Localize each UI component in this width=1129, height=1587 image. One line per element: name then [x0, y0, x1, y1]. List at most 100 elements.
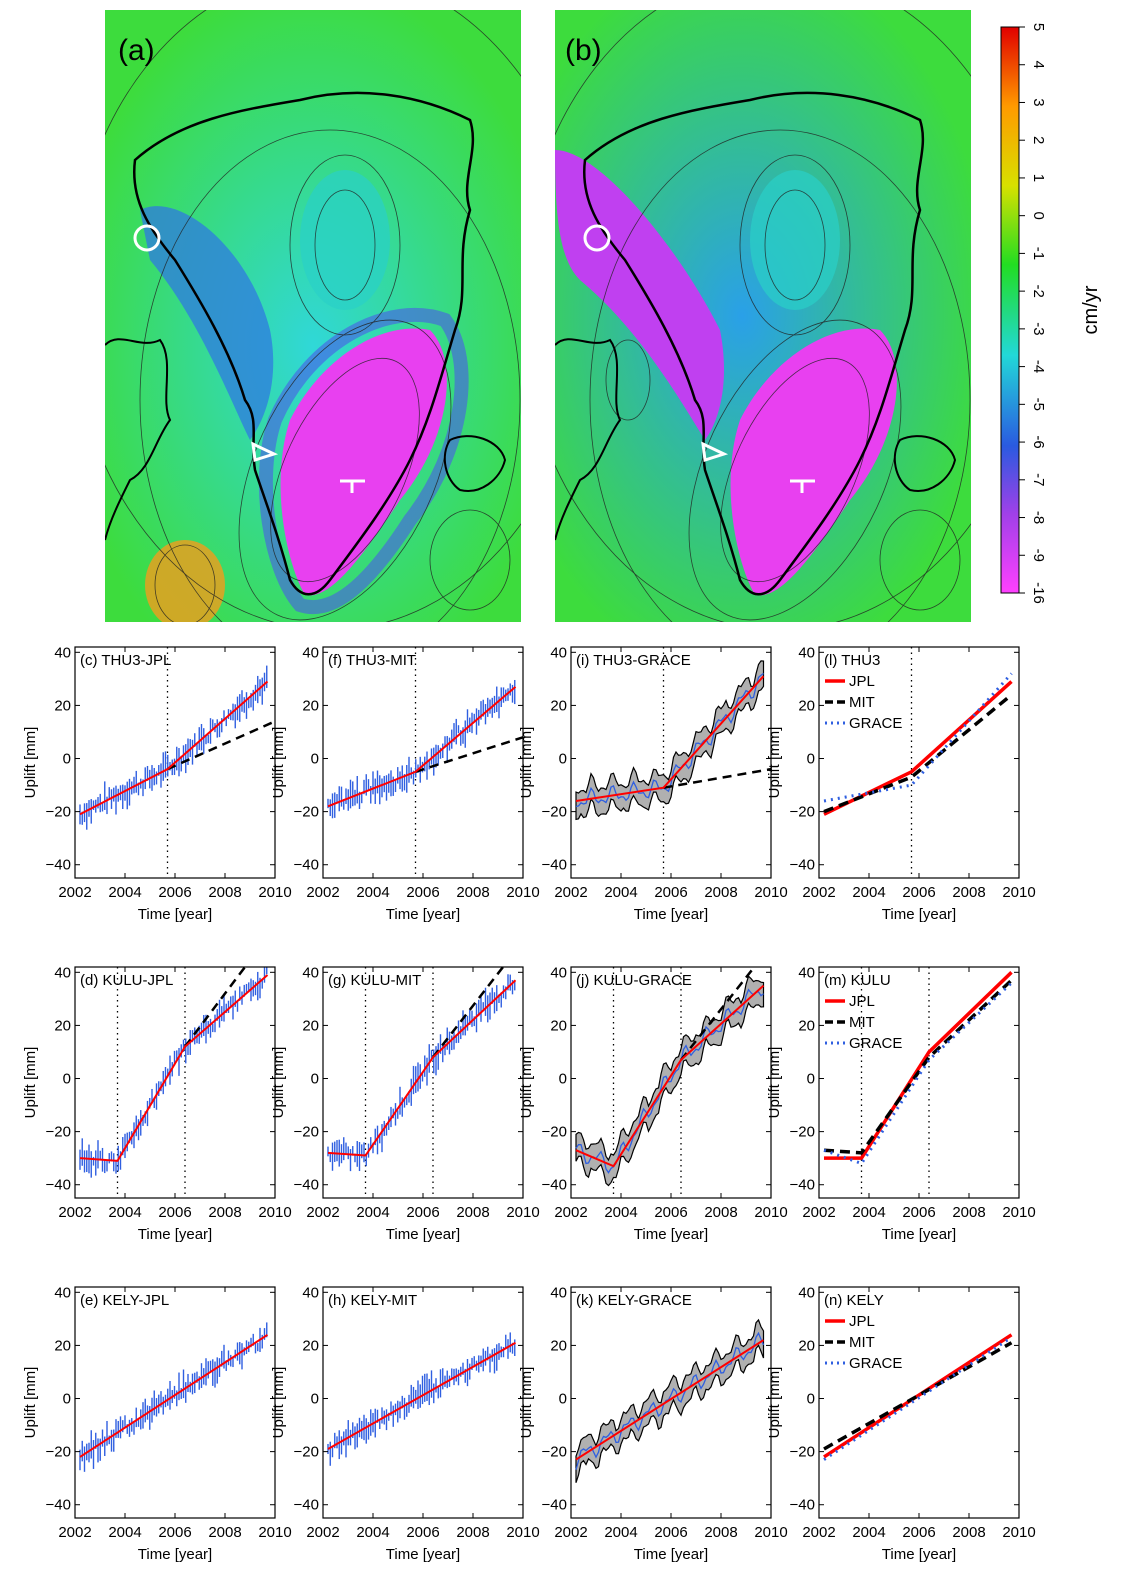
x-tick-label: 2004 — [108, 1524, 141, 1541]
y-tick-label: −20 — [542, 804, 567, 821]
y-axis-label: Uplift [mm] — [518, 1047, 535, 1119]
panel-j: 40 20 0 −20 −40 2002 2004 2006 2008 2010 Time [yea… — [518, 964, 788, 1243]
map-b-iceland — [893, 435, 957, 492]
legend-label: JPL — [849, 993, 875, 1010]
x-tick-label: 2002 — [58, 1204, 91, 1221]
y-axis-label: Uplift [mm] — [270, 1367, 287, 1439]
x-tick-label: 2008 — [952, 1524, 985, 1541]
x-tick-label: 2008 — [456, 1204, 489, 1221]
colorbar-tick-label: -6 — [1030, 435, 1047, 448]
y-tick-label: 40 — [54, 964, 71, 981]
y-tick-label: −40 — [542, 857, 567, 874]
colorbar-tick-label: -2 — [1030, 284, 1047, 297]
y-tick-label: −40 — [294, 1497, 319, 1514]
x-tick-label: 2010 — [258, 884, 291, 901]
x-tick-label: 2002 — [554, 1204, 587, 1221]
y-tick-label: 40 — [54, 644, 71, 661]
y-tick-label: 40 — [550, 1284, 567, 1301]
series-line-mit — [823, 1341, 1013, 1451]
map-a-triangle-marker — [251, 441, 279, 462]
colorbar-tick-label: -3 — [1030, 322, 1047, 335]
extrapolation-line — [166, 720, 275, 771]
panel-j-plot-area — [575, 967, 765, 1198]
panel-d: 40 20 0 −20 −40 2002 2004 2006 2008 2010 Time [yea… — [22, 964, 292, 1243]
panel-g: 40 20 0 −20 −40 2002 2004 2006 2008 2010 Time [yea… — [270, 964, 540, 1243]
map-b-east-low — [750, 170, 840, 310]
series-line-grace — [823, 672, 1013, 803]
x-tick-label: 2008 — [208, 1524, 241, 1541]
x-tick-label: 2008 — [704, 1204, 737, 1221]
x-tick-label: 2002 — [58, 1524, 91, 1541]
x-tick-label: 2006 — [406, 1524, 439, 1541]
x-tick-label: 2006 — [158, 1524, 191, 1541]
map-a-east-low — [300, 170, 390, 310]
series-line-mit — [823, 693, 1013, 814]
y-tick-label: 0 — [63, 751, 71, 768]
y-tick-label: 40 — [54, 1284, 71, 1301]
y-tick-label: −40 — [46, 1177, 71, 1194]
y-tick-label: 20 — [550, 1337, 567, 1354]
x-tick-label: 2002 — [306, 1204, 339, 1221]
uncertainty-band — [575, 1318, 765, 1483]
y-tick-label: 0 — [559, 1071, 567, 1088]
panel-l: 40 20 0 −20 −40 2002 2004 2006 2008 2010 Time [yea… — [766, 644, 1036, 923]
panel-title: (g) KULU-MIT — [328, 972, 421, 989]
colorbar-tick-label: -16 — [1030, 582, 1047, 604]
y-axis-label: Uplift [mm] — [22, 1367, 39, 1439]
x-axis-label: Time [year] — [634, 1226, 708, 1243]
colorbar-tick-label: -4 — [1030, 360, 1047, 373]
panel-title: (n) KELY — [824, 1292, 884, 1309]
y-tick-label: 0 — [311, 751, 319, 768]
panel-title: (h) KELY-MIT — [328, 1292, 417, 1309]
x-tick-label: 2002 — [802, 1524, 835, 1541]
colorbar-ticks: 5 4 3 2 1 0 -1 -2 -3 -4 -5 -6 -7 -8 -9 -16 — [1019, 23, 1047, 604]
colorbar-tick-label: 4 — [1030, 61, 1047, 69]
panel-n-plot-area — [823, 1333, 1013, 1461]
y-axis-label: Uplift [mm] — [22, 1047, 39, 1119]
y-axis-label: Uplift [mm] — [518, 727, 535, 799]
x-axis-label: Time [year] — [634, 1546, 708, 1563]
y-tick-label: −40 — [790, 1497, 815, 1514]
x-tick-label: 2002 — [58, 884, 91, 901]
panel-c: 40 20 0 −20 −40 2002 2004 2006 2008 2010 Time [yea… — [22, 644, 292, 923]
panel-i-plot-area — [575, 647, 771, 878]
x-axis-label: Time [year] — [386, 1546, 460, 1563]
y-tick-label: 20 — [798, 1017, 815, 1034]
y-tick-label: 0 — [311, 1391, 319, 1408]
map-a-circle-marker — [133, 224, 161, 252]
colorbar-tick-label: 5 — [1030, 23, 1047, 31]
x-tick-label: 2006 — [406, 1204, 439, 1221]
x-tick-label: 2008 — [456, 1524, 489, 1541]
colorbar-tick-label: -5 — [1030, 398, 1047, 411]
x-tick-label: 2002 — [554, 884, 587, 901]
x-axis-label: Time [year] — [882, 906, 956, 923]
x-tick-label: 2002 — [554, 1524, 587, 1541]
map-b-cross-marker — [790, 479, 815, 493]
panel-title: (i) THU3-GRACE — [576, 652, 691, 669]
panel-title: (c) THU3-JPL — [80, 652, 171, 669]
fit-line — [327, 686, 517, 808]
x-axis-label: Time [year] — [138, 1226, 212, 1243]
y-tick-label: 20 — [302, 1337, 319, 1354]
y-tick-label: 20 — [798, 697, 815, 714]
x-tick-label: 2010 — [506, 884, 539, 901]
x-tick-label: 2004 — [852, 1204, 885, 1221]
colorbar-unit: cm/yr — [1080, 285, 1102, 334]
x-tick-label: 2006 — [654, 884, 687, 901]
y-tick-label: 20 — [550, 1017, 567, 1034]
y-tick-label: 20 — [54, 1017, 71, 1034]
fit-line — [79, 680, 269, 816]
map-a-sw-high — [145, 540, 225, 622]
panel-k-plot-area — [575, 1318, 765, 1483]
y-tick-label: 40 — [302, 1284, 319, 1301]
panel-frame — [570, 646, 772, 879]
x-tick-label: 2004 — [604, 1204, 637, 1221]
y-tick-label: −40 — [790, 857, 815, 874]
x-tick-label: 2002 — [306, 884, 339, 901]
panel-frame — [74, 1286, 276, 1519]
y-tick-label: 20 — [54, 1337, 71, 1354]
x-tick-label: 2006 — [902, 1204, 935, 1221]
panel-m: 40 20 0 −20 −40 2002 2004 2006 2008 2010 Time [yea… — [766, 964, 1036, 1243]
fit-line — [79, 974, 269, 1162]
panel-e-plot-area — [79, 1322, 269, 1472]
